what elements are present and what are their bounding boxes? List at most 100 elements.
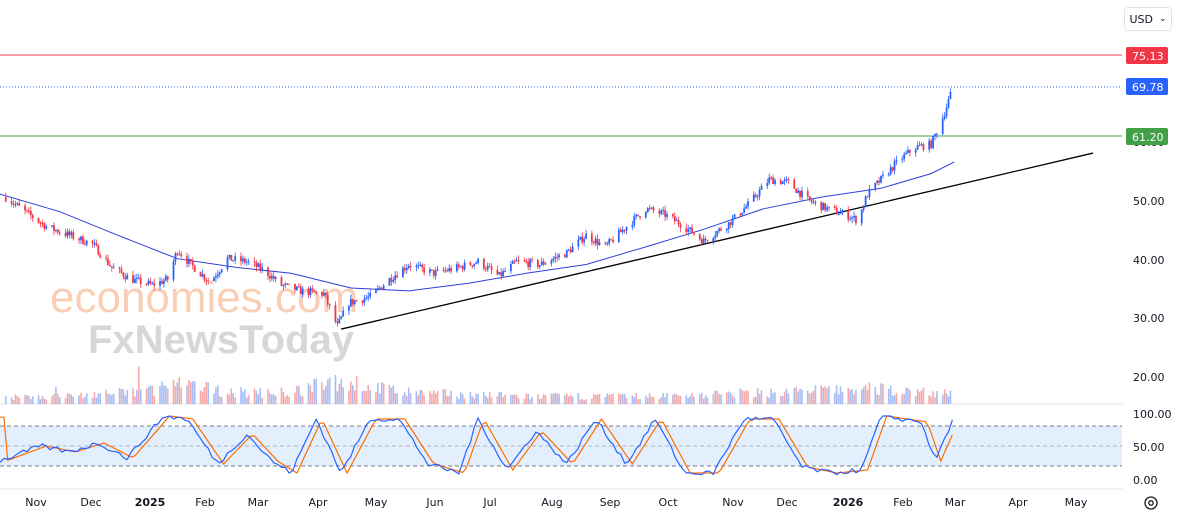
candle [473, 263, 476, 270]
candle [215, 272, 217, 283]
volume-bar [891, 395, 894, 404]
volume-bar [247, 395, 250, 404]
candle [698, 232, 701, 242]
time-axis[interactable]: Nov Dec 2025 Feb Mar Apr May Jun Jul Aug Sep Oct Nov… [25, 496, 1088, 509]
volume-bar [537, 394, 539, 404]
candle [785, 176, 788, 184]
volume-bar [190, 381, 192, 404]
candle [824, 202, 827, 213]
volume-bar [932, 391, 934, 404]
volume-bar [662, 393, 664, 404]
candle [363, 294, 366, 307]
time-axis-label: 2025 [135, 496, 166, 509]
candle [226, 254, 229, 272]
volume-bar [704, 395, 707, 404]
price-axis[interactable]: 50.00 40.00 30.00 20.00 60.00 [1133, 136, 1165, 384]
candle [538, 264, 541, 270]
stoch-tick: 0.00 [1133, 474, 1158, 487]
volume-bar [64, 398, 67, 404]
candle [232, 259, 235, 262]
candle [394, 271, 397, 284]
volume-bar [882, 383, 884, 404]
volume-bar [207, 382, 210, 404]
volume-bar [191, 380, 194, 404]
candle [64, 228, 67, 239]
volume-bar [436, 390, 439, 404]
volume-bar [814, 385, 817, 404]
candle [162, 278, 165, 288]
volume-bar [685, 395, 688, 404]
currency-selector[interactable]: USD ⌄ [1124, 7, 1172, 31]
candle [554, 252, 557, 264]
candle [679, 221, 682, 233]
candle [382, 284, 385, 291]
volume-bar [907, 387, 909, 404]
candle [37, 217, 40, 224]
candle [567, 248, 570, 252]
candle [297, 283, 300, 288]
volume-bar [199, 390, 202, 404]
volume-bar [631, 395, 634, 404]
volume-bar [159, 386, 161, 404]
candle [313, 289, 316, 293]
volume-bar [244, 389, 246, 404]
candle [658, 208, 661, 218]
candle [307, 287, 310, 299]
volume-bar [672, 394, 674, 404]
volume-bar [868, 382, 871, 404]
volume-bar [10, 397, 13, 404]
candle [644, 210, 647, 220]
candle [666, 211, 668, 220]
volume-bar [407, 387, 410, 404]
candle [234, 252, 237, 264]
volume-bar [176, 382, 179, 404]
volume-bar [779, 395, 782, 404]
gear-icon[interactable] [1141, 493, 1161, 513]
volume-bar [855, 389, 857, 404]
volume-bar [936, 391, 938, 404]
trendline[interactable] [341, 152, 1094, 330]
volume-bar [739, 388, 742, 404]
volume-bar [812, 390, 815, 404]
candle [351, 298, 354, 307]
volume-bar [458, 398, 460, 404]
candle [943, 112, 946, 121]
volume-bar [876, 394, 878, 404]
volume-bar [837, 394, 840, 404]
candle [267, 266, 269, 280]
candle [388, 277, 391, 286]
candle [191, 257, 194, 270]
volume-bar [271, 394, 273, 404]
volume-bar [334, 374, 337, 404]
volume-bar [880, 383, 882, 404]
volume-bar [585, 399, 587, 404]
volume-bar [138, 366, 140, 404]
candle [39, 221, 42, 228]
volume-bar [16, 396, 19, 404]
volume-bar [353, 390, 356, 404]
candle [889, 164, 892, 176]
candle [66, 228, 69, 239]
volume-bar [286, 395, 289, 404]
volume-bar [754, 396, 757, 404]
volume-bar [215, 387, 217, 404]
candle [16, 202, 19, 206]
volume-bar [625, 397, 628, 404]
candle [662, 206, 665, 215]
volume-bar [309, 385, 312, 404]
candle [847, 205, 850, 223]
volume-bar [267, 389, 269, 404]
candle [272, 271, 275, 282]
resistance-badge: 75.13 [1126, 47, 1168, 64]
candle [80, 235, 82, 245]
candle [581, 232, 584, 245]
volume-bar [889, 385, 892, 404]
candle [542, 258, 545, 267]
candle [99, 252, 102, 259]
volume-bar [895, 392, 898, 404]
volume-bar [288, 396, 290, 404]
candle [841, 208, 844, 216]
candle [909, 149, 911, 157]
volume-bar [787, 393, 790, 404]
